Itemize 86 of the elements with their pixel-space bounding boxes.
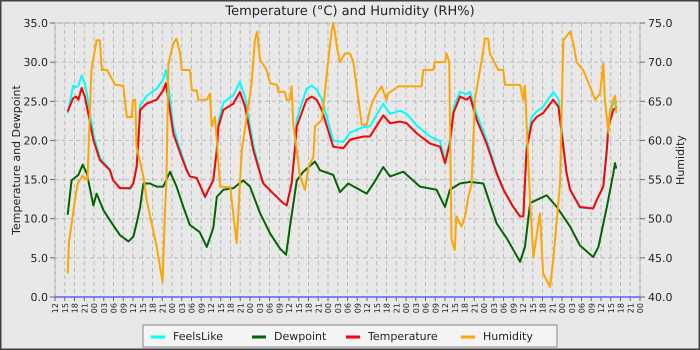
x-tick-label: 12: [441, 303, 450, 314]
x-tick-label: 03: [568, 303, 577, 314]
y-tick-label: 15.0: [24, 174, 48, 187]
x-tick-label: 21: [236, 303, 246, 314]
x-tick-label: 18: [460, 303, 470, 314]
x-tick-label: 09: [353, 303, 362, 314]
x-tick-label: 09: [119, 303, 128, 314]
y-tick-label: 10.0: [24, 212, 48, 226]
x-tick-label: 12: [207, 303, 216, 314]
y2-axis-title: Humidity: [674, 134, 687, 185]
y-tick-label: 5.0: [30, 252, 48, 265]
y2-tick-label: 65.0: [648, 95, 672, 108]
x-tick-label: 21: [158, 303, 168, 314]
y-tick-label: 20.0: [24, 134, 48, 148]
x-tick-label: 06: [500, 303, 508, 314]
x-tick-label: 18: [148, 303, 158, 314]
x-tick-label: 00: [324, 303, 333, 314]
x-tick-label: 09: [197, 303, 206, 314]
x-tick-label: 09: [275, 303, 284, 314]
x-tick-label: 00: [246, 303, 255, 314]
y-tick-label: 25.0: [24, 95, 48, 108]
x-tick-label: 06: [578, 303, 586, 314]
y-tick-label: 0.0: [30, 291, 48, 304]
x-tick-label: 06: [422, 303, 430, 314]
x-tick-label: 15: [372, 303, 382, 314]
legend-label: Humidity: [483, 330, 534, 343]
x-tick-label: 15: [138, 303, 148, 314]
x-tick-label: 15: [294, 303, 304, 314]
x-tick-label: 15: [528, 303, 538, 314]
x-tick-label: 00: [90, 303, 99, 314]
x-tick-label: 18: [382, 303, 392, 314]
x-tick-label: 12: [597, 303, 606, 314]
y2-tick-label: 50.0: [648, 212, 672, 226]
x-tick-label: 03: [412, 303, 421, 314]
x-tick-label: 03: [334, 303, 343, 314]
x-tick-label: 06: [188, 303, 196, 314]
y2-tick-label: 40.0: [648, 291, 672, 304]
x-tick-label: 18: [304, 303, 314, 314]
legend-label: Dewpoint: [274, 330, 327, 343]
legend-label: Temperature: [367, 330, 438, 343]
line-series: [66, 160, 618, 263]
x-tick-label: 12: [129, 303, 138, 314]
x-tick-label: 00: [636, 303, 645, 314]
x-tick-label: 18: [616, 303, 626, 314]
x-tick-label: 03: [100, 303, 109, 314]
x-tick-label: 15: [606, 303, 616, 314]
x-tick-label: 21: [314, 303, 324, 314]
x-tick-label: 00: [480, 303, 489, 314]
y-tick-label: 35.0: [24, 17, 48, 30]
x-tick-label: 00: [168, 303, 177, 314]
line-series: [66, 22, 618, 288]
x-tick-label: 21: [392, 303, 402, 314]
x-tick-label: 09: [509, 303, 518, 314]
y2-tick-label: 45.0: [648, 252, 672, 265]
x-tick-label: 06: [110, 303, 118, 314]
x-tick-label: 12: [51, 303, 60, 314]
x-tick-label: 12: [363, 303, 372, 314]
x-tick-label: 03: [490, 303, 499, 314]
x-tick-label: 00: [402, 303, 411, 314]
x-tick-label: 06: [266, 303, 274, 314]
x-tick-label: 21: [626, 303, 636, 314]
x-tick-label: 15: [216, 303, 226, 314]
x-tick-label: 06: [344, 303, 352, 314]
x-tick-label: 21: [548, 303, 558, 314]
y-axis-title: Temperature and Dewpoint: [10, 84, 23, 236]
x-tick-label: 18: [70, 303, 80, 314]
x-tick-label: 00: [558, 303, 567, 314]
y2-tick-label: 70.0: [648, 56, 672, 70]
y2-tick-label: 60.0: [648, 134, 672, 148]
y2-tick-label: 55.0: [648, 174, 672, 187]
x-tick-label: 15: [450, 303, 460, 314]
y2-tick-label: 75.0: [648, 17, 672, 30]
x-tick-label: 15: [60, 303, 70, 314]
x-tick-label: 09: [431, 303, 440, 314]
x-tick-label: 12: [285, 303, 294, 314]
x-tick-label: 18: [226, 303, 236, 314]
x-tick-label: 09: [587, 303, 596, 314]
x-tick-label: 21: [80, 303, 90, 314]
x-tick-label: 21: [470, 303, 480, 314]
y-tick-label: 30.0: [24, 56, 48, 70]
x-tick-label: 12: [519, 303, 528, 314]
x-tick-label: 18: [538, 303, 548, 314]
legend-label: FeelsLike: [173, 330, 224, 343]
x-tick-label: 03: [178, 303, 187, 314]
chart-title: Temperature (°C) and Humidity (RH%): [224, 4, 475, 19]
x-tick-label: 03: [256, 303, 265, 314]
